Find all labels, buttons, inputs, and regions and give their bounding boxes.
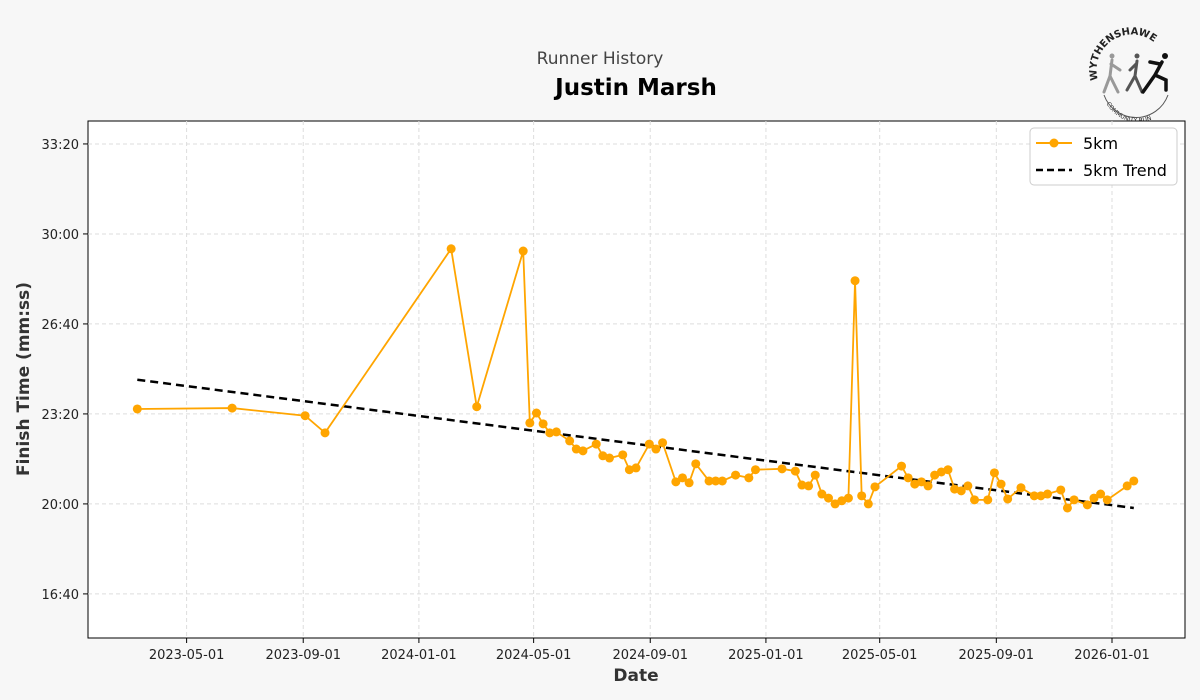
data-point-5km <box>704 476 714 486</box>
data-point-5km <box>863 499 873 509</box>
data-point-5km <box>677 473 687 483</box>
data-point-5km <box>810 470 820 480</box>
data-point-5km <box>1062 503 1072 513</box>
data-point-5km <box>1102 495 1112 505</box>
data-point-5km <box>132 404 142 414</box>
data-point-5km <box>525 418 535 428</box>
x-tick-label: 2024-01-01 <box>381 648 457 663</box>
data-point-5km <box>604 453 614 463</box>
data-point-5km <box>750 465 760 475</box>
data-point-5km <box>717 476 727 486</box>
x-tick-label: 2025-05-01 <box>842 648 918 663</box>
data-point-5km <box>797 480 807 490</box>
data-point-5km <box>651 444 661 454</box>
plot-area <box>87 120 1186 639</box>
data-point-5km <box>963 481 973 491</box>
data-point-5km <box>300 411 310 421</box>
x-tick-label: 2024-05-01 <box>496 648 572 663</box>
data-point-5km <box>644 439 654 449</box>
data-point-5km <box>538 419 548 429</box>
data-point-5km <box>1029 491 1039 501</box>
x-axis-label: Date <box>613 666 658 686</box>
data-point-5km <box>923 481 933 491</box>
data-point-5km <box>565 436 575 446</box>
y-tick-label: 30:00 <box>42 228 79 243</box>
x-tick-label: 2025-09-01 <box>959 648 1035 663</box>
data-point-5km <box>1096 489 1106 499</box>
data-point-5km <box>320 428 330 438</box>
y-tick-label: 33:20 <box>42 138 79 153</box>
data-point-5km <box>545 428 555 438</box>
chart-title: Justin Marsh <box>553 75 717 101</box>
data-point-5km <box>843 493 853 503</box>
data-point-5km <box>983 495 993 505</box>
data-point-5km <box>671 477 681 487</box>
data-point-5km <box>897 461 907 471</box>
x-tick-label: 2024-09-01 <box>612 648 688 663</box>
data-point-5km <box>1089 493 1099 503</box>
data-point-5km <box>1043 489 1053 499</box>
data-point-5km <box>446 244 456 254</box>
legend-marker-5km <box>1049 138 1059 148</box>
data-point-5km <box>857 491 867 501</box>
y-tick-label: 26:40 <box>42 318 79 333</box>
data-point-5km <box>618 450 628 460</box>
x-tick-label: 2026-01-01 <box>1074 648 1150 663</box>
data-point-5km <box>631 463 641 473</box>
data-point-5km <box>684 478 694 488</box>
data-point-5km <box>472 402 482 412</box>
data-point-5km <box>578 446 588 456</box>
data-point-5km <box>1122 481 1132 491</box>
data-point-5km <box>1003 494 1013 504</box>
data-point-5km <box>691 459 701 469</box>
wythenshawe-logo: WYTHENSHAWE COMMUNITY RUN <box>1088 26 1169 124</box>
data-point-5km <box>658 438 668 448</box>
data-point-5km <box>1129 476 1139 486</box>
y-tick-label: 16:40 <box>42 588 79 603</box>
y-tick-label: 23:20 <box>42 408 79 423</box>
data-point-5km <box>1016 483 1026 493</box>
chart-subtitle: Runner History <box>537 49 664 69</box>
data-point-5km <box>817 489 827 499</box>
data-point-5km <box>227 403 237 413</box>
data-point-5km <box>1069 495 1079 505</box>
data-point-5km <box>916 477 926 487</box>
data-point-5km <box>970 495 980 505</box>
y-tick-label: 20:00 <box>42 498 79 513</box>
data-point-5km <box>591 439 601 449</box>
data-point-5km <box>518 246 528 256</box>
x-tick-label: 2025-01-01 <box>728 648 804 663</box>
data-point-5km <box>711 476 721 486</box>
y-axis-label: Finish Time (mm:ss) <box>14 282 34 476</box>
data-point-5km <box>731 470 741 480</box>
data-point-5km <box>1056 485 1066 495</box>
data-point-5km <box>989 468 999 478</box>
data-point-5km <box>903 473 913 483</box>
data-point-5km <box>804 481 814 491</box>
data-point-5km <box>777 464 787 474</box>
x-tick-label: 2023-05-01 <box>149 648 225 663</box>
x-tick-label: 2023-09-01 <box>265 648 341 663</box>
data-point-5km <box>531 408 541 418</box>
legend-label-trend: 5km Trend <box>1083 161 1167 180</box>
data-point-5km <box>551 427 561 437</box>
data-point-5km <box>790 466 800 476</box>
data-point-5km <box>996 479 1006 489</box>
data-point-5km <box>870 482 880 492</box>
data-point-5km <box>823 493 833 503</box>
data-point-5km <box>744 473 754 483</box>
legend: 5km 5km Trend <box>1029 127 1178 186</box>
svg-text:WYTHENSHAWE: WYTHENSHAWE <box>1088 26 1158 81</box>
data-point-5km <box>850 276 860 286</box>
data-point-5km <box>956 486 966 496</box>
legend-label-5km: 5km <box>1083 134 1118 153</box>
data-point-5km <box>1082 500 1092 510</box>
data-point-5km <box>943 465 953 475</box>
